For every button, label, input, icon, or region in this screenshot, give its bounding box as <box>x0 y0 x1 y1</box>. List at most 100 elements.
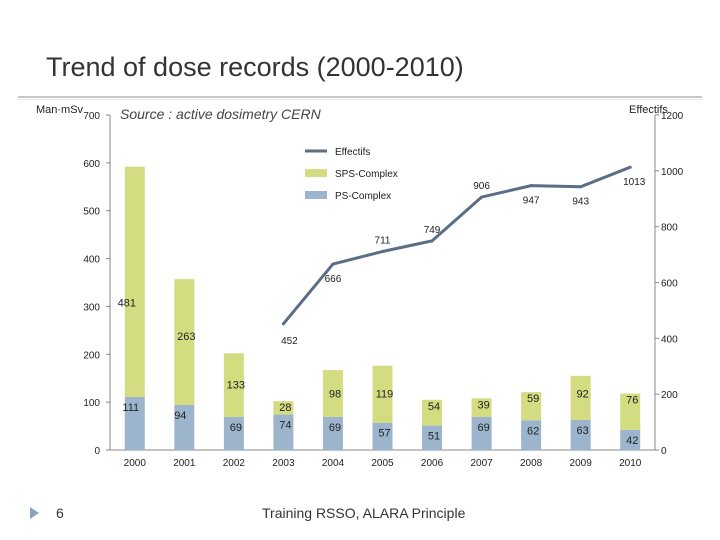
ps-complex-bar <box>223 416 244 450</box>
x-axis-tick-label: 2008 <box>520 458 543 469</box>
sps-complex-bar <box>174 279 195 406</box>
right-axis-tick-label: 1000 <box>661 167 684 178</box>
x-axis-tick-label: 2005 <box>371 458 394 469</box>
legend-entry-label: Effectifs <box>335 147 370 158</box>
ps-complex-value-label: 69 <box>477 422 489 434</box>
left-axis-tick-label: 500 <box>83 207 100 218</box>
chart-source: Source : active dosimetry CERN <box>120 106 321 122</box>
ps-complex-value-label: 111 <box>122 402 139 414</box>
sps-complex-value-label: 39 <box>477 399 489 411</box>
title-divider-shadow <box>18 99 702 100</box>
sps-complex-bar <box>372 365 393 423</box>
ps-complex-bar <box>372 422 393 450</box>
ps-complex-value-label: 69 <box>230 422 242 434</box>
ps-complex-value-label: 63 <box>577 425 589 437</box>
x-axis-tick-label: 2001 <box>173 458 196 469</box>
chart-legend: Effectifs SPS-Complex PS-Complex <box>296 135 406 205</box>
ps-complex-value-label: 94 <box>174 410 186 422</box>
effectifs-value-label: 711 <box>375 236 391 247</box>
page-number: 6 <box>56 505 64 521</box>
x-axis-tick-label: 2000 <box>124 458 147 469</box>
sps-complex-bar <box>570 375 591 420</box>
ps-complex-bar <box>174 405 195 450</box>
left-axis-tick-label: 0 <box>94 446 100 457</box>
ps-complex-bar <box>471 416 492 450</box>
effectifs-point <box>628 165 632 169</box>
effectifs-point <box>281 322 285 326</box>
sps-complex-value-label: 119 <box>376 388 394 400</box>
effectifs-value-label: 749 <box>424 225 441 236</box>
right-axis-tick-label: 200 <box>661 390 678 401</box>
ps-complex-value-label: 51 <box>428 431 440 443</box>
ps-complex-value-label: 69 <box>329 422 341 434</box>
sps-complex-bar <box>471 398 492 417</box>
x-axis-tick-label: 2007 <box>470 458 493 469</box>
ps-complex-bar <box>322 416 343 450</box>
page-arrow-icon <box>30 507 39 519</box>
effectifs-point <box>480 195 484 199</box>
slide-footer: Training RSSO, ALARA Principle <box>262 505 466 521</box>
effectifs-value-label: 666 <box>325 274 342 285</box>
sps-complex-bar <box>521 392 542 421</box>
right-axis-tick-label: 600 <box>661 279 678 290</box>
sps-complex-value-label: 98 <box>329 388 341 400</box>
ps-complex-value-label: 42 <box>626 435 638 447</box>
sps-complex-bar <box>422 399 443 426</box>
x-axis-tick-label: 2002 <box>223 458 246 469</box>
left-axis-tick-label: 100 <box>83 398 100 409</box>
ps-complex-value-label: 57 <box>378 428 390 440</box>
x-axis-tick-label: 2003 <box>272 458 295 469</box>
ps-complex-bar <box>124 396 145 450</box>
ps-complex-value-label: 74 <box>279 420 291 432</box>
legend-entry-label: PS-Complex <box>335 191 391 202</box>
left-axis-tick-label: 400 <box>83 255 100 266</box>
right-axis-tick-label: 1200 <box>661 111 684 122</box>
effectifs-value-label: 906 <box>473 181 490 192</box>
left-axis-unit: Man·mSv <box>36 104 84 116</box>
effectifs-line <box>282 165 631 325</box>
x-axis-tick-label: 2004 <box>322 458 345 469</box>
ps-complex-bar <box>620 429 641 450</box>
sps-complex-bar <box>620 393 641 430</box>
x-axis-tick-label: 2010 <box>619 458 642 469</box>
effectifs-value-label: 1013 <box>623 177 646 188</box>
legend-bar-swatch <box>305 169 327 177</box>
effectifs-point <box>331 262 335 266</box>
legend-bar-swatch <box>305 191 327 199</box>
sps-complex-value-label: 263 <box>177 331 195 343</box>
chart-data-labels: 111 481 94 263 69 133 74 28 69 98 57 119 51 54 69 39 62 5… <box>118 177 646 447</box>
sps-complex-value-label: 54 <box>428 401 440 413</box>
right-axis-tick-label: 0 <box>661 446 667 457</box>
sps-complex-value-label: 76 <box>626 395 638 407</box>
effectifs-point <box>579 185 583 189</box>
effectifs-point <box>430 239 434 243</box>
effectifs-value-label: 943 <box>572 197 589 208</box>
left-axis-tick-label: 700 <box>83 111 100 122</box>
ps-complex-bar <box>422 425 443 450</box>
right-axis-unit: Effectifs <box>629 104 668 116</box>
sps-complex-bar <box>223 353 244 417</box>
chart-line <box>281 165 632 326</box>
ps-complex-bar <box>570 419 591 450</box>
effectifs-value-label: 947 <box>523 196 540 207</box>
right-axis-tick-label: 800 <box>661 223 678 234</box>
left-axis-tick-label: 300 <box>83 302 100 313</box>
ps-complex-bar <box>521 420 542 450</box>
sps-complex-value-label: 481 <box>118 297 136 309</box>
sps-complex-value-label: 133 <box>227 380 245 392</box>
sps-complex-bar <box>124 166 145 397</box>
legend-entry-label: SPS-Complex <box>335 169 398 180</box>
sps-complex-bar <box>322 370 343 417</box>
right-axis-tick-label: 400 <box>661 334 678 345</box>
x-axis-tick-label: 2006 <box>421 458 444 469</box>
left-axis-tick-label: 200 <box>83 350 100 361</box>
effectifs-value-label: 452 <box>281 336 298 347</box>
x-axis-tick-label: 2009 <box>570 458 593 469</box>
sps-complex-value-label: 92 <box>577 388 589 400</box>
sps-complex-bar <box>273 401 294 415</box>
ps-complex-bar <box>273 414 294 450</box>
chart-bars <box>124 166 641 450</box>
effectifs-point <box>381 250 384 254</box>
effectifs-point <box>529 184 533 188</box>
